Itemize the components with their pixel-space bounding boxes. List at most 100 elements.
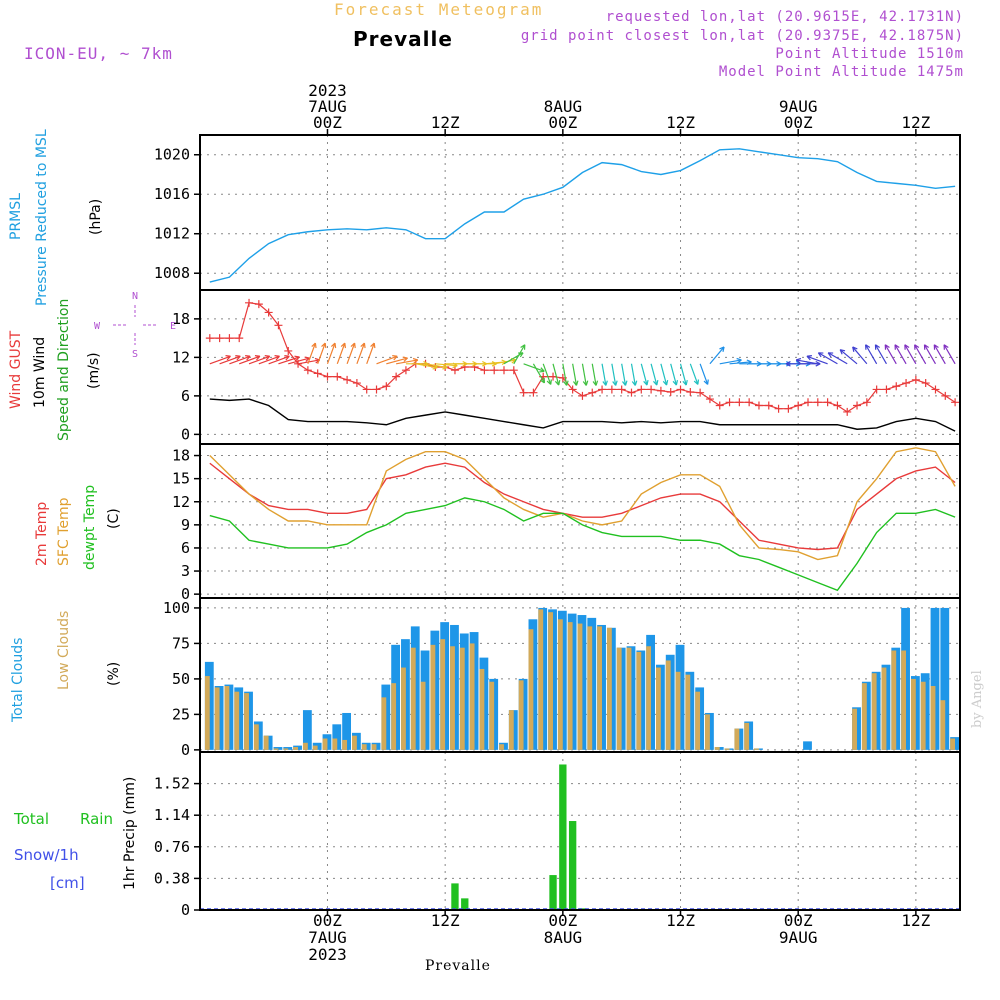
wind-arrow-head bbox=[852, 346, 858, 352]
wind-direction-arrow bbox=[591, 363, 597, 386]
low-cloud-bar bbox=[656, 667, 661, 750]
wind-arrow-head bbox=[582, 380, 589, 386]
wind-10m-line bbox=[209, 398, 956, 432]
total-cloud-bar bbox=[302, 710, 312, 750]
gust-marker bbox=[784, 404, 793, 413]
top-time-label: 12Z bbox=[431, 113, 460, 132]
y-tick-label: 1.14 bbox=[154, 806, 190, 824]
bottom-time-label: 7AUG bbox=[308, 928, 347, 947]
gust-marker bbox=[362, 385, 371, 394]
wind-direction-arrow bbox=[219, 355, 241, 365]
wind-arrow-head bbox=[703, 379, 709, 385]
low-cloud-bar bbox=[950, 738, 956, 750]
low-cloud-bar bbox=[459, 647, 465, 750]
wind-arrow-head bbox=[923, 344, 930, 350]
wind-direction-arrow bbox=[326, 342, 336, 364]
low-cloud-bar bbox=[705, 714, 710, 750]
wind-direction-arrow bbox=[852, 346, 868, 365]
wind-arrow-head bbox=[554, 380, 561, 386]
wind-direction-arrow bbox=[914, 344, 927, 365]
wind-arrow-head bbox=[806, 355, 812, 361]
wind-direction-arrow bbox=[796, 359, 818, 365]
gust-marker bbox=[656, 386, 665, 395]
gust-marker bbox=[519, 388, 528, 397]
wind-direction-arrow bbox=[268, 355, 290, 365]
wind-direction-arrow bbox=[258, 355, 280, 365]
wind-arrow-head bbox=[304, 356, 310, 362]
gust-marker bbox=[372, 385, 381, 394]
wind-arrow-head bbox=[370, 342, 376, 349]
low-cloud-bar bbox=[214, 687, 220, 750]
wind-direction-arrow bbox=[572, 363, 578, 386]
chart-subtitle: Forecast Meteogram bbox=[334, 0, 544, 19]
gust-marker bbox=[598, 385, 607, 394]
low-cloud-bar bbox=[528, 629, 534, 750]
wind-arrow-head bbox=[662, 380, 669, 386]
gust-marker bbox=[313, 369, 322, 378]
y-tick-label: 3 bbox=[181, 562, 190, 580]
wind-arrow-head bbox=[392, 355, 398, 361]
low-cloud-bar bbox=[293, 747, 299, 750]
wind-direction-arrow bbox=[307, 342, 316, 364]
low-cloud-bar bbox=[567, 622, 573, 750]
low-cloud-bar bbox=[685, 674, 691, 750]
wind-direction-arrow bbox=[719, 359, 742, 365]
gust-marker bbox=[509, 366, 518, 375]
wind-direction-arrow bbox=[943, 344, 956, 365]
temp-line-1 bbox=[209, 447, 956, 561]
wind-arrow-head bbox=[884, 344, 890, 350]
wind-arrow-head bbox=[563, 380, 569, 386]
wind-direction-arrow bbox=[827, 352, 848, 365]
wind-direction-arrow bbox=[818, 352, 838, 365]
wind-direction-arrow bbox=[346, 342, 356, 364]
wind-arrow-head bbox=[815, 360, 821, 367]
low-cloud-bar bbox=[734, 728, 740, 750]
gust-marker bbox=[686, 388, 695, 397]
low-cloud-bar bbox=[420, 681, 426, 750]
gust-marker bbox=[617, 385, 626, 394]
low-cloud-bar bbox=[469, 643, 475, 750]
low-cloud-bar bbox=[861, 683, 867, 750]
low-cloud-bar bbox=[508, 710, 514, 750]
gust-marker bbox=[225, 334, 234, 343]
low-cloud-bar bbox=[695, 691, 701, 750]
low-cloud-bar bbox=[361, 744, 367, 750]
wind-arrow-head bbox=[785, 360, 791, 367]
y-tick-label: 6 bbox=[181, 387, 190, 405]
low-cloud-bar bbox=[587, 626, 593, 750]
gust-marker bbox=[529, 388, 538, 397]
gust-marker bbox=[343, 375, 352, 384]
y-tick-label: 1008 bbox=[154, 264, 190, 282]
y-tick-label: 18 bbox=[172, 310, 190, 328]
grid-point-coords: grid point closest lon,lat (20.9375E, 42… bbox=[520, 28, 964, 44]
panel-frame bbox=[199, 134, 961, 291]
y-tick-label: 0 bbox=[181, 901, 190, 919]
top-time-label: 8AUG bbox=[544, 97, 583, 116]
y-tick-label: 1.52 bbox=[154, 775, 190, 793]
gust-marker bbox=[931, 385, 940, 394]
wind-direction-arrow bbox=[366, 342, 375, 364]
gust-marker bbox=[392, 372, 401, 381]
y-tick-label: 1012 bbox=[154, 225, 190, 243]
low-cloud-bar bbox=[548, 612, 553, 750]
wind-arrow-head bbox=[340, 342, 347, 349]
rain-bar bbox=[549, 875, 557, 910]
y-tick-label: 50 bbox=[172, 670, 190, 688]
wind-direction-arrow bbox=[425, 363, 448, 369]
wind-direction-arrow bbox=[630, 363, 636, 386]
wind-direction-arrow bbox=[494, 359, 516, 365]
gust-marker bbox=[382, 382, 391, 391]
gust-marker bbox=[745, 398, 754, 407]
wind-direction-arrow bbox=[689, 363, 699, 385]
wind-direction-arrow bbox=[839, 349, 858, 365]
requested-coords: requested lon,lat (20.9615E, 42.1731N) bbox=[605, 9, 964, 25]
gust-marker bbox=[705, 395, 714, 404]
wind-arrow-head bbox=[874, 344, 880, 350]
temp-line-0 bbox=[209, 462, 956, 551]
wind-arrow-head bbox=[682, 380, 688, 386]
low-cloud-bar bbox=[204, 676, 210, 750]
wind-direction-arrow bbox=[523, 363, 545, 372]
wind-direction-arrow bbox=[904, 344, 917, 365]
gust-marker bbox=[696, 388, 705, 397]
